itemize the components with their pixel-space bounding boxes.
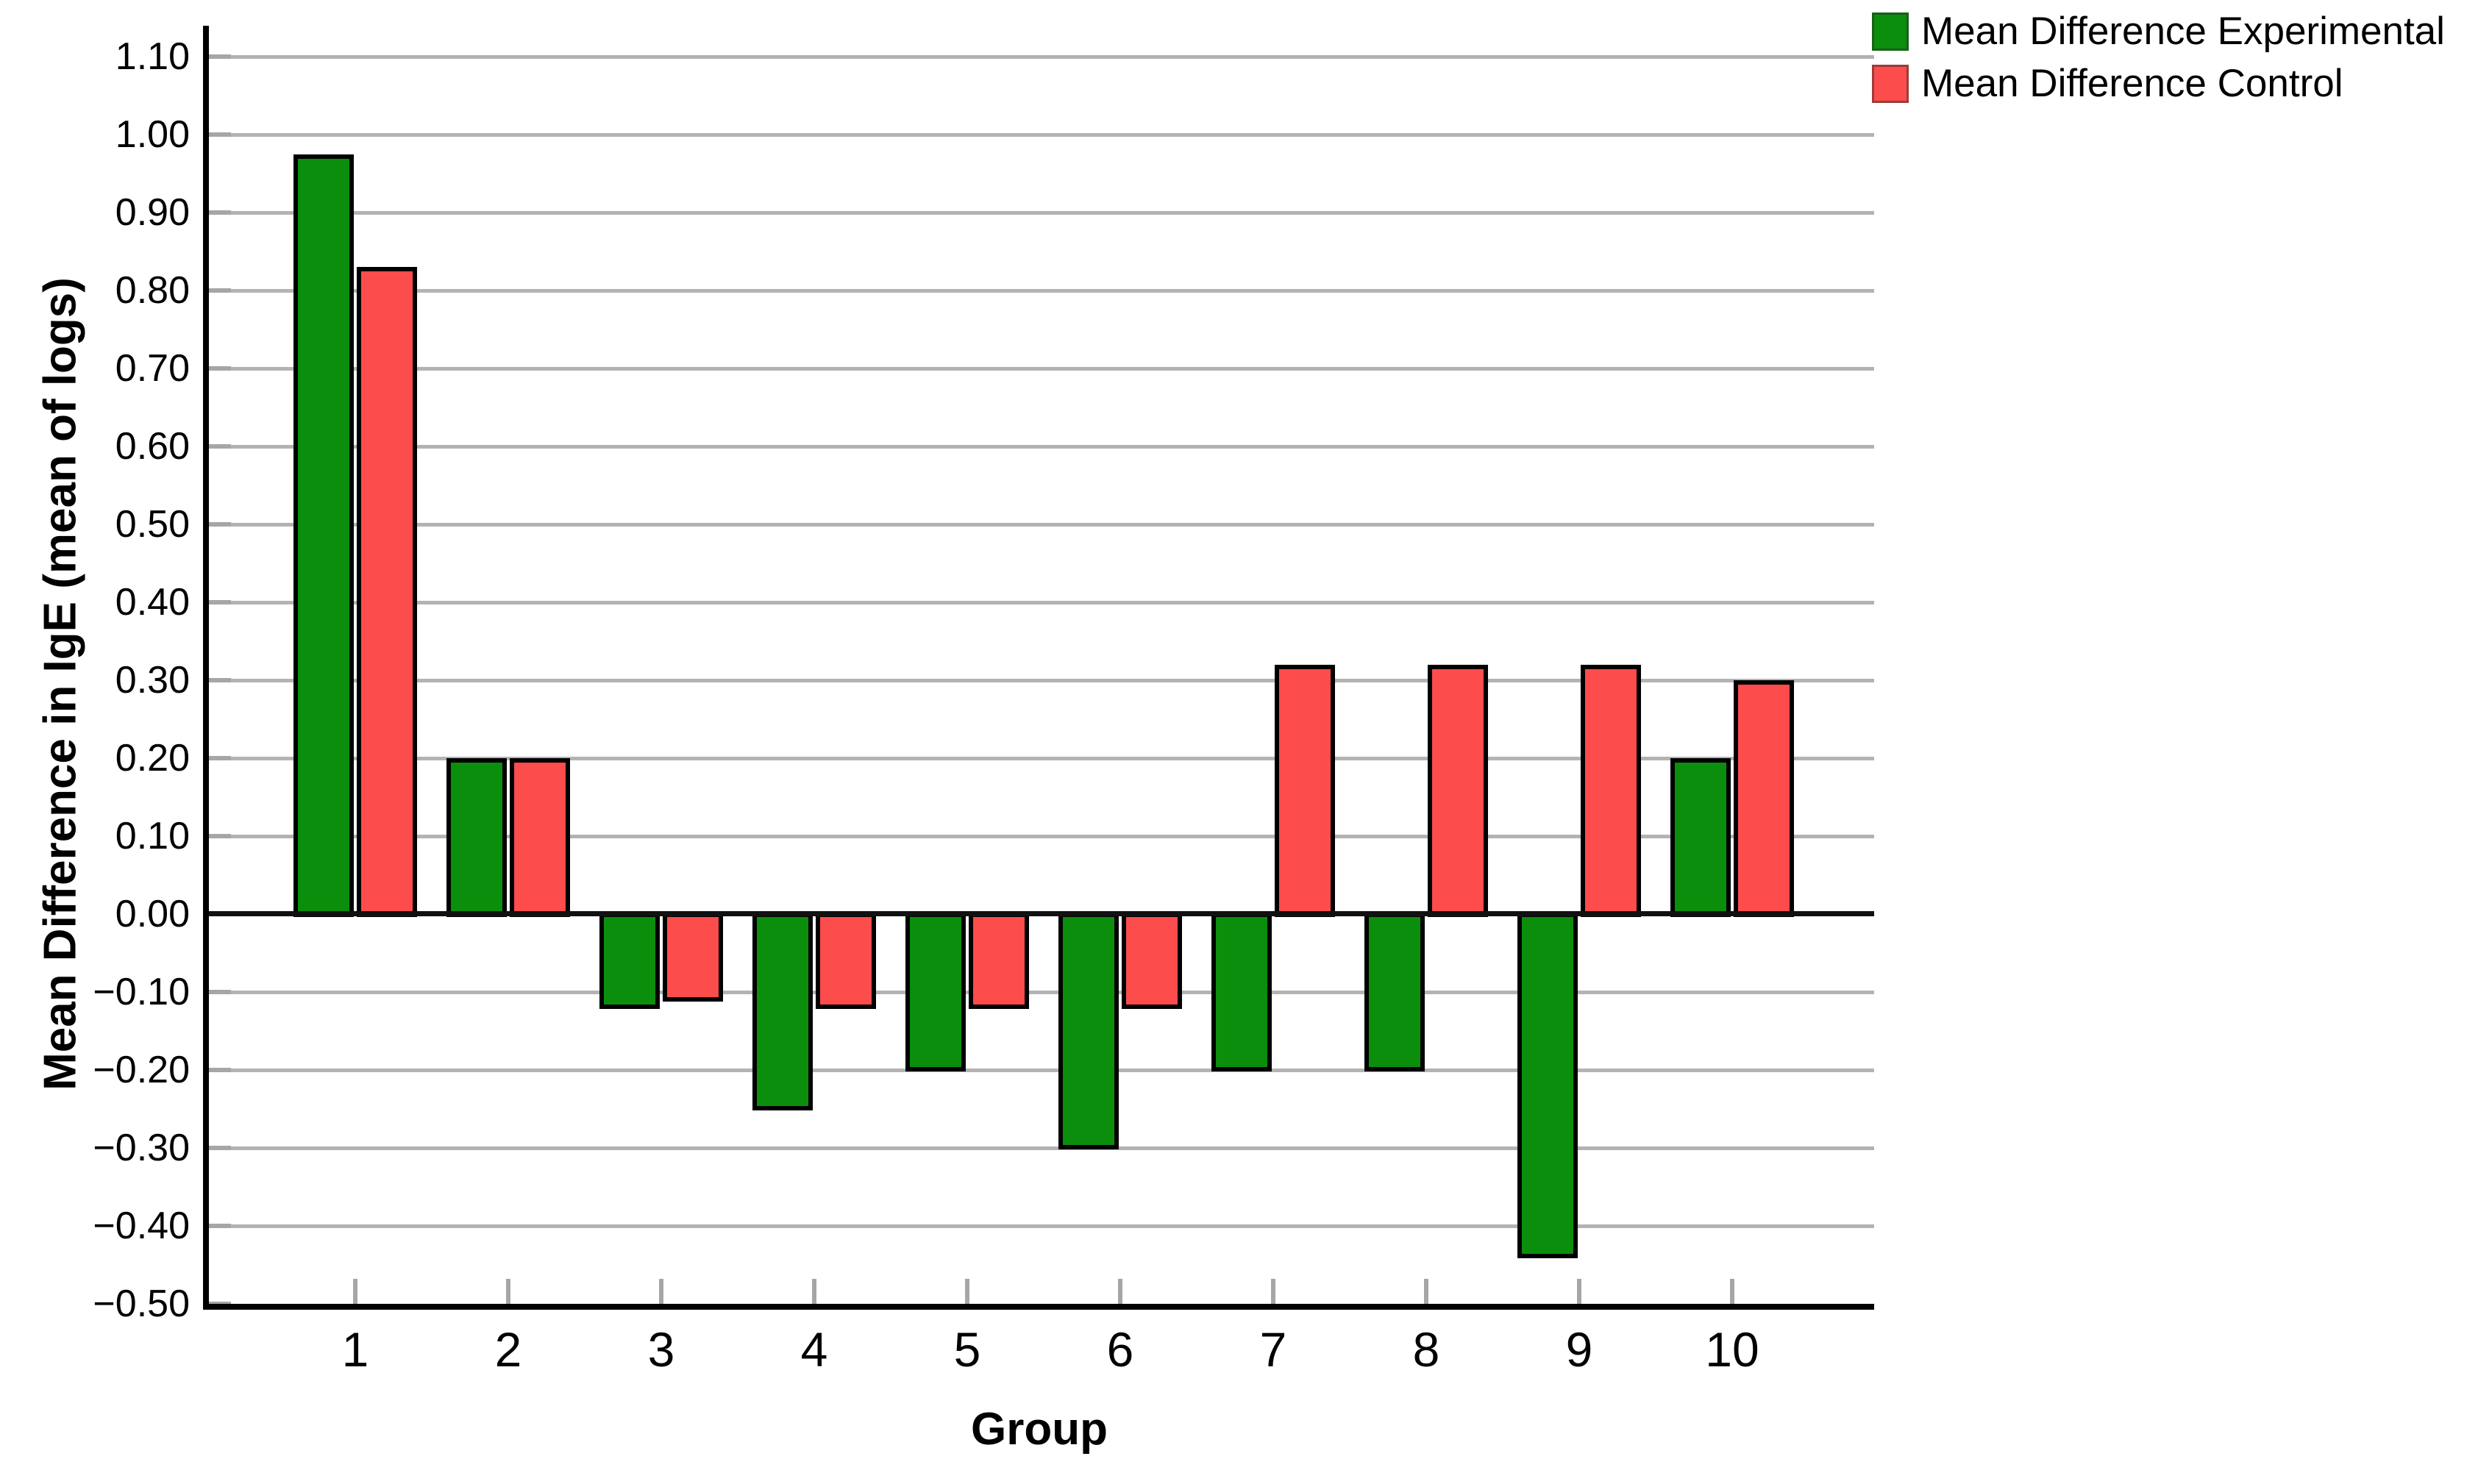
gridline [209, 679, 1874, 682]
y-tick-label: 0.90 [115, 191, 190, 234]
gridline [209, 1146, 1874, 1150]
bar-experimental-group-4 [752, 913, 813, 1110]
gridline [209, 1224, 1874, 1228]
y-tick-label: −0.40 [93, 1205, 190, 1247]
y-axis-tick [209, 522, 231, 527]
y-axis-tick [209, 1224, 231, 1228]
y-tick-label: 0.80 [115, 269, 190, 312]
x-tick-label: 1 [341, 1322, 369, 1377]
bar-experimental-group-7 [1211, 913, 1272, 1071]
bar-experimental-group-10 [1670, 758, 1731, 917]
bar-control-group-4 [816, 913, 876, 1010]
bar-control-group-1 [357, 267, 417, 917]
y-axis-tick [209, 600, 231, 604]
y-tick-label: −0.10 [93, 971, 190, 1013]
x-axis-tick [1730, 1279, 1734, 1304]
bar-control-group-10 [1734, 680, 1794, 917]
y-tick-label: −0.20 [93, 1049, 190, 1091]
y-tick-label: 0.20 [115, 737, 190, 780]
x-axis-tick [965, 1279, 969, 1304]
gridline [209, 289, 1874, 293]
y-axis-tick [209, 54, 231, 59]
x-tick-label: 7 [1259, 1322, 1287, 1377]
y-axis-tick [209, 756, 231, 760]
bar-experimental-group-3 [599, 913, 660, 1010]
gridline [209, 133, 1874, 137]
y-tick-label: 0.40 [115, 581, 190, 624]
y-axis-tick [209, 1146, 231, 1150]
y-tick-label: 0.50 [115, 503, 190, 546]
legend-swatch-control-icon [1872, 65, 1909, 103]
bar-control-group-6 [1122, 913, 1182, 1010]
x-axis-tick [1271, 1279, 1275, 1304]
bar-control-group-2 [510, 758, 570, 917]
bar-control-group-7 [1275, 664, 1335, 917]
legend-swatch-experimental-icon [1872, 13, 1909, 51]
gridline [209, 757, 1874, 760]
x-axis-tick [506, 1279, 510, 1304]
y-axis-tick [209, 132, 231, 137]
x-tick-label: 9 [1565, 1322, 1593, 1377]
x-axis [203, 1304, 1874, 1310]
bar-experimental-group-6 [1058, 913, 1119, 1149]
y-tick-label: 0.30 [115, 659, 190, 702]
y-tick-label: 0.00 [115, 893, 190, 935]
y-tick-label: 0.10 [115, 815, 190, 857]
bar-control-group-9 [1581, 664, 1641, 917]
gridline [209, 601, 1874, 604]
x-axis-tick [812, 1279, 816, 1304]
bar-control-group-5 [969, 913, 1029, 1010]
y-axis-tick [209, 288, 231, 293]
gridline [209, 835, 1874, 838]
bar-experimental-group-9 [1517, 913, 1578, 1259]
bar-experimental-group-2 [446, 758, 507, 917]
x-tick-label: 10 [1705, 1322, 1759, 1377]
gridline [209, 367, 1874, 371]
legend-item-experimental: Mean Difference Experimental [1872, 10, 2445, 53]
bar-control-group-3 [663, 913, 723, 1002]
gridline [209, 55, 1874, 59]
y-tick-label: 0.70 [115, 347, 190, 390]
bar-experimental-group-5 [905, 913, 966, 1071]
x-tick-label: 8 [1412, 1322, 1440, 1377]
legend-item-control: Mean Difference Control [1872, 63, 2445, 105]
y-tick-label: 1.10 [115, 35, 190, 78]
y-axis-tick [209, 366, 231, 371]
y-tick-label: 0.60 [115, 425, 190, 468]
x-axis-title: Group [971, 1404, 1108, 1455]
legend: Mean Difference Experimental Mean Differ… [1872, 10, 2445, 105]
bar-control-group-8 [1428, 664, 1488, 917]
zero-line [209, 911, 1874, 916]
y-axis-tick [209, 444, 231, 449]
y-tick-label: −0.50 [93, 1283, 190, 1325]
x-axis-tick [659, 1279, 663, 1304]
x-axis-tick [1577, 1279, 1581, 1304]
x-tick-label: 6 [1106, 1322, 1134, 1377]
gridline [209, 523, 1874, 527]
y-axis-tick [209, 990, 231, 994]
gridline [209, 1069, 1874, 1072]
y-axis-tick [209, 678, 231, 682]
bar-experimental-group-1 [293, 154, 354, 917]
legend-label-experimental: Mean Difference Experimental [1921, 10, 2445, 53]
y-tick-label: 1.00 [115, 113, 190, 156]
y-axis [203, 26, 209, 1310]
x-tick-label: 3 [647, 1322, 675, 1377]
y-axis-tick [209, 1068, 231, 1072]
x-axis-tick [1424, 1279, 1428, 1304]
x-tick-label: 5 [953, 1322, 981, 1377]
x-tick-label: 2 [494, 1322, 522, 1377]
bar-experimental-group-8 [1364, 913, 1425, 1071]
x-axis-tick [1118, 1279, 1122, 1304]
y-tick-label: −0.30 [93, 1127, 190, 1169]
gridline [209, 991, 1874, 994]
gridline [209, 445, 1874, 449]
y-axis-tick [209, 834, 231, 838]
x-axis-tick [353, 1279, 357, 1304]
y-axis-tick [209, 210, 231, 215]
x-tick-label: 4 [800, 1322, 828, 1377]
gridline [209, 211, 1874, 215]
legend-label-control: Mean Difference Control [1921, 62, 2343, 105]
